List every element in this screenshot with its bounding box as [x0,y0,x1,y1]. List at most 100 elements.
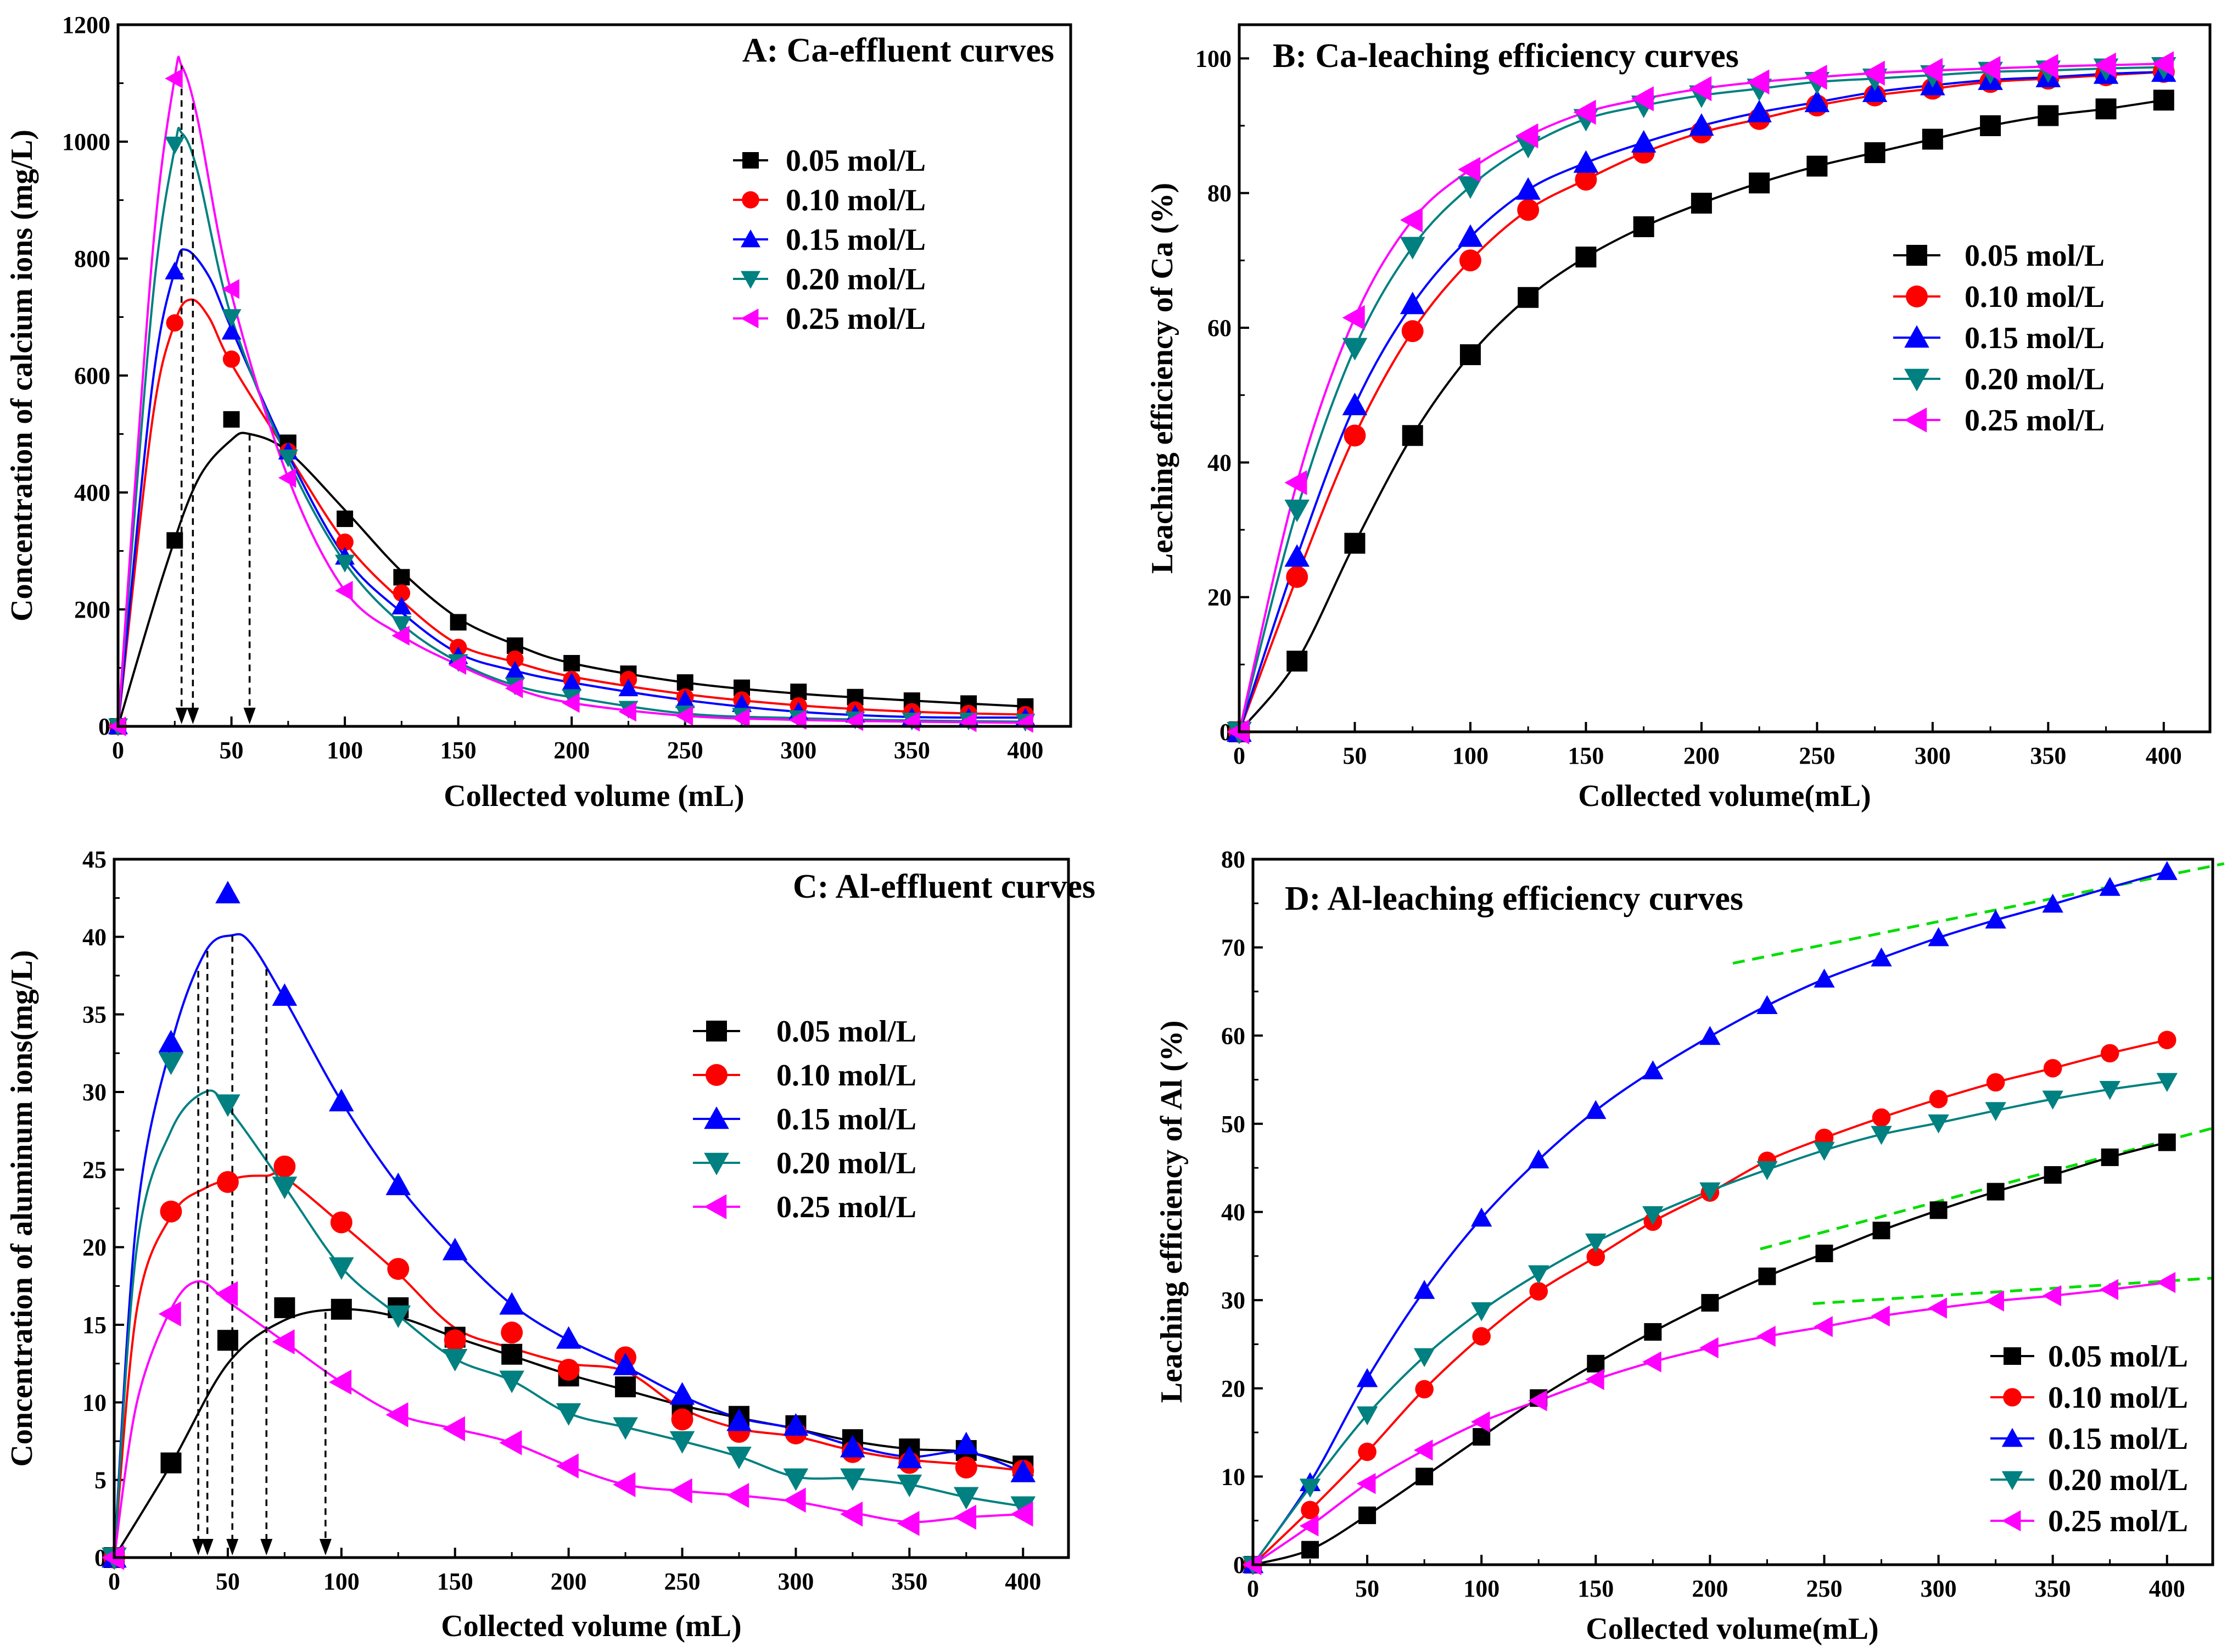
y-tick-label: 60 [1207,315,1232,341]
peak-arrow-head [192,1539,205,1555]
data-point [273,1155,296,1178]
panel-c-al-effluent: 0 50 100 150 200 250 300 350 4000510152025303540… [5,846,1095,1643]
data-point [562,673,582,691]
data-point [215,1281,238,1307]
legend: 0.05 mol/L 0.10 mol/L 0.15 mol/L 0.20 mol/L… [693,1015,916,1224]
data-point [499,1292,524,1315]
data-point [618,702,636,722]
data-point [1928,927,1949,947]
legend-marker [1904,368,1929,391]
x-tick-label: 200 [553,737,590,764]
legend-label: 0.15 mol/L [776,1102,916,1136]
data-point [1585,1369,1604,1390]
data-point [2044,1166,2062,1184]
legend-marker [2004,1347,2021,1365]
data-point [1286,651,1308,672]
data-point [165,261,185,279]
data-point [166,314,184,332]
x-tick-label: 200 [1683,742,1720,769]
x-tick-label: 350 [894,737,930,764]
legend-label: 0.05 mol/L [1965,239,2105,273]
data-point [2042,893,2063,913]
data-point [1929,1201,1948,1219]
data-point [1472,1327,1491,1346]
data-point [1415,1380,1434,1399]
y-tick-label: 200 [74,596,110,623]
data-point [1815,1244,1833,1262]
data-point [217,1330,238,1351]
data-point [391,596,412,615]
x-tick-label: 350 [891,1568,927,1595]
data-point [385,1305,411,1328]
data-point [1587,1354,1605,1373]
data-point [1400,207,1423,233]
data-point [442,1416,465,1442]
y-tick-label: 10 [82,1389,107,1416]
plot-frame [1238,23,2212,733]
data-point [2042,1285,2062,1307]
data-point [1864,142,1885,164]
y-tick-label: 45 [82,846,107,873]
y-tick-label: 30 [82,1079,107,1106]
data-point [1400,292,1425,315]
data-point [1633,216,1654,237]
data-point [669,1478,692,1504]
x-tick-label: 100 [1463,1575,1499,1602]
data-point [897,1446,922,1469]
data-point [329,1089,354,1112]
x-tick-label: 400 [2146,742,2182,769]
peak-arrow-head [226,1539,239,1555]
data-point [1470,1302,1492,1321]
data-point [1358,1507,1377,1525]
series-line [1238,66,2164,732]
data-point [563,654,580,671]
data-point [726,1447,752,1470]
data-point [2099,1279,2119,1301]
data-point [1413,1348,1435,1368]
series-line [117,248,1026,727]
x-tick-label: 300 [1921,1575,1957,1602]
data-point [450,614,467,631]
data-point [897,1474,922,1497]
data-point [165,68,183,88]
legend-marker [741,309,759,328]
data-point [1985,1102,2006,1121]
data-point [387,1258,410,1280]
data-point [329,1257,354,1280]
x-tick-label: 150 [437,1568,473,1595]
x-tick-label: 150 [440,737,477,764]
data-point [2158,1133,2176,1151]
y-axis-label: Concentration of aluminum ions(mg/L) [5,950,39,1466]
data-point [1413,1439,1433,1461]
y-tick-label: 5 [94,1467,107,1494]
x-tick-label: 300 [1915,742,1951,769]
data-point [1806,155,1828,177]
data-point [1642,1206,1664,1225]
data-point [675,690,695,708]
data-point [223,411,240,428]
data-point [442,1237,468,1261]
data-point [2042,1090,2063,1110]
data-point [448,655,467,675]
x-tick-label: 250 [664,1568,701,1595]
data-point [1585,1100,1607,1119]
data-point [1978,55,2001,81]
data-point [1015,713,1033,733]
x-tick-label: 150 [1577,1575,1614,1602]
series-line [1252,1281,2168,1566]
data-point [556,1453,579,1479]
data-point [1804,64,1827,90]
y-tick-label: 100 [1195,45,1232,72]
y-tick-label: 600 [74,362,110,389]
x-tick-label: 50 [1355,1575,1379,1602]
data-point [1985,909,2006,929]
data-point [391,616,412,634]
data-point [676,674,693,691]
y-tick-label: 35 [82,1001,107,1028]
data-point [272,1177,298,1200]
peak-arrow-head [187,708,199,724]
data-point [1871,947,1892,967]
series-line [1252,1080,2168,1566]
panel-b-ca-leaching: 0 50 100 150 200 250 300 350 4000204060801000.05… [1145,23,2212,813]
